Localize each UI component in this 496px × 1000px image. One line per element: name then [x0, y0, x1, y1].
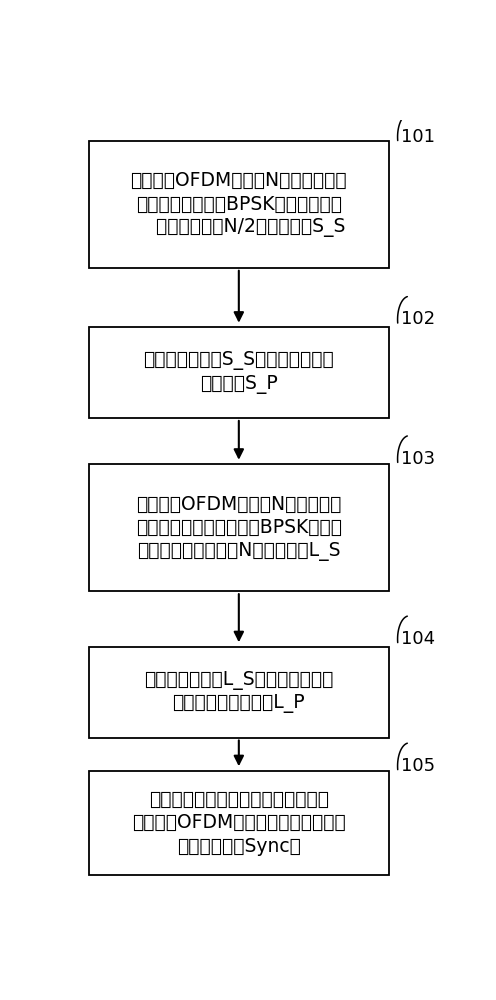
FancyBboxPatch shape [89, 141, 389, 268]
Text: 基于短同步信号S_S，构造特殊的短: 基于短同步信号S_S，构造特殊的短 [143, 351, 334, 370]
Text: 103: 103 [400, 450, 434, 468]
Text: 号，生成一段点数为N长同步信号L_S: 号，生成一段点数为N长同步信号L_S [137, 542, 341, 561]
Text: 式，构造长前导序列L_P: 式，构造长前导序列L_P [173, 694, 305, 713]
Text: 104: 104 [400, 630, 434, 648]
Text: 基于长同步信号L_S，按照重复的方: 基于长同步信号L_S，按照重复的方 [144, 671, 333, 690]
Text: 105: 105 [400, 757, 434, 775]
Text: 101: 101 [401, 128, 434, 146]
Text: 将短前导序列和长前导序列组合起来: 将短前导序列和长前导序列组合起来 [149, 790, 329, 809]
Text: 完整同步信号Sync。: 完整同步信号Sync。 [177, 837, 301, 856]
FancyBboxPatch shape [89, 327, 389, 418]
FancyBboxPatch shape [89, 647, 389, 738]
Text: 前导序列S_P: 前导序列S_P [200, 375, 278, 394]
Text: 利用系统OFDM的点数N和另外一组: 利用系统OFDM的点数N和另外一组 [136, 495, 342, 514]
Text: 102: 102 [400, 310, 434, 328]
Text: 承载二进制伪随机序列的BPSK调制信: 承载二进制伪随机序列的BPSK调制信 [136, 518, 342, 537]
FancyBboxPatch shape [89, 771, 389, 875]
FancyBboxPatch shape [89, 464, 389, 591]
Text: 利用系统OFDM的点数N和一组承载二: 利用系统OFDM的点数N和一组承载二 [130, 171, 347, 190]
Text: 成一段点数为N/2短同步信号S_S: 成一段点数为N/2短同步信号S_S [132, 218, 346, 237]
Text: 进制伪随机序列的BPSK调制信号，生: 进制伪随机序列的BPSK调制信号，生 [136, 195, 342, 214]
Text: ，构成了OFDM微功率无线通信系统的: ，构成了OFDM微功率无线通信系统的 [132, 813, 346, 832]
